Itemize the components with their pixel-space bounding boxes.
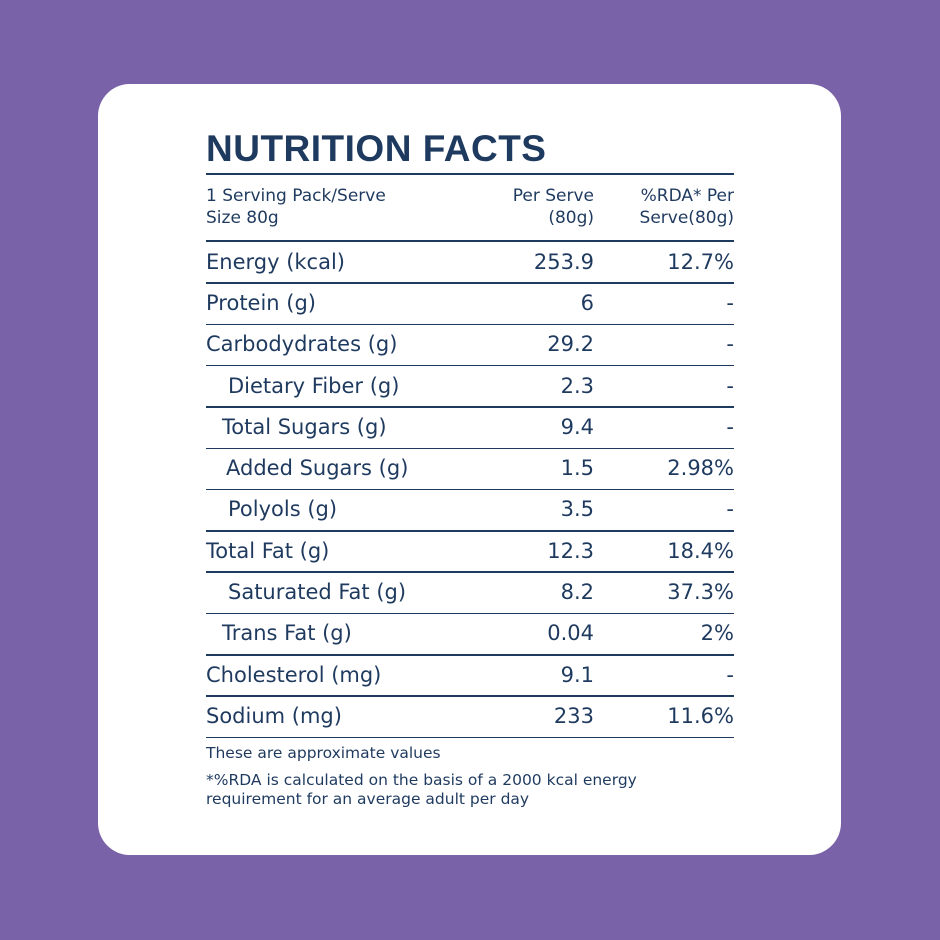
rule xyxy=(206,323,734,326)
row-label: Energy (kcal) xyxy=(206,249,345,274)
card xyxy=(98,84,841,855)
row-rda: 2.98% xyxy=(667,456,734,481)
rule xyxy=(206,173,734,175)
row-label: Cholesterol (mg) xyxy=(206,662,382,687)
header-cell: Size 80g xyxy=(206,208,279,228)
header-cell: 1 Serving Pack/Serve xyxy=(206,186,386,206)
row-rda: 37.3% xyxy=(667,580,734,605)
rule xyxy=(206,364,734,367)
rule xyxy=(206,240,734,242)
row-value: 6 xyxy=(580,290,594,315)
row-label: Total Sugars (g) xyxy=(222,414,387,439)
note: requirement for an average adult per day xyxy=(206,790,530,808)
header-cell: Per Serve xyxy=(512,186,594,206)
row-rda: - xyxy=(726,290,734,315)
rule xyxy=(206,447,734,449)
row-label: Dietary Fiber (g) xyxy=(228,373,400,398)
row-rda: 2% xyxy=(700,621,734,646)
rule xyxy=(206,571,734,573)
row-label: Added Sugars (g) xyxy=(226,456,409,481)
row-rda: 12.7% xyxy=(667,249,734,274)
header-cell: %RDA* Per xyxy=(640,186,734,206)
title: NUTRITION FACTS xyxy=(206,128,547,169)
rule xyxy=(206,736,734,739)
note: These are approximate values xyxy=(206,744,441,762)
row-value: 12.3 xyxy=(547,538,594,563)
rule xyxy=(206,282,734,284)
row-label: Sodium (mg) xyxy=(206,703,342,728)
row-label: Total Fat (g) xyxy=(206,538,330,563)
row-label: Protein (g) xyxy=(206,290,317,315)
header-cell: (80g) xyxy=(548,208,594,228)
note: *%RDA is calculated on the basis of a 20… xyxy=(206,771,637,789)
rule xyxy=(206,406,734,408)
row-value: 1.5 xyxy=(560,456,594,481)
row-value: 2.3 xyxy=(560,373,594,398)
row-value: 0.04 xyxy=(547,621,594,646)
row-rda: 18.4% xyxy=(667,538,734,563)
row-rda: 11.6% xyxy=(667,703,734,728)
row-label: Carbodydrates (g) xyxy=(206,332,398,357)
row-value: 29.2 xyxy=(547,332,594,357)
row-label: Polyols (g) xyxy=(228,497,338,522)
row-value: 8.2 xyxy=(560,580,594,605)
row-rda: - xyxy=(726,497,734,522)
rule xyxy=(206,612,734,615)
row-label: Trans Fat (g) xyxy=(222,621,352,646)
row-label: Saturated Fat (g) xyxy=(228,580,407,605)
header-cell: Serve(80g) xyxy=(639,208,734,228)
row-value: 9.4 xyxy=(560,414,594,439)
row-rda: - xyxy=(726,332,734,357)
row-value: 3.5 xyxy=(560,497,594,522)
row-value: 233 xyxy=(553,703,594,728)
row-value: 253.9 xyxy=(533,249,594,274)
rule xyxy=(206,654,734,656)
row-value: 9.1 xyxy=(560,662,594,687)
rule xyxy=(206,695,734,697)
rule xyxy=(206,530,734,532)
row-rda: - xyxy=(726,414,734,439)
row-rda: - xyxy=(726,373,734,398)
row-rda: - xyxy=(726,662,734,687)
rule xyxy=(206,488,734,491)
